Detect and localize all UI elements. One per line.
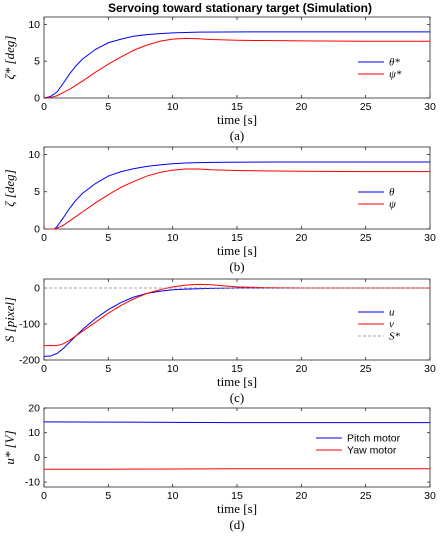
legend-label: θ [389, 187, 395, 199]
legend-label: ψ* [389, 69, 402, 81]
y-tick-label: 0 [34, 224, 40, 236]
y-axis-label: S [pixel] [2, 297, 17, 342]
x-tick-label: 0 [41, 363, 47, 375]
plot-area [43, 407, 431, 488]
y-tick-label: 10 [28, 149, 40, 161]
x-tick-label: 25 [360, 101, 372, 113]
series-line-1 [44, 283, 430, 347]
x-tick-label: 20 [295, 101, 307, 113]
x-tick-label: 15 [231, 490, 243, 502]
legend-label: v [389, 319, 394, 331]
legend-label: u [389, 307, 395, 319]
y-tick-label: 20 [28, 403, 40, 415]
x-tick-label: 25 [360, 490, 372, 502]
figure-title: Servoing toward stationary target (Simul… [108, 1, 372, 15]
x-axis-label: time [s] [217, 501, 257, 516]
panel-label: (d) [229, 517, 244, 532]
y-tick-label: -100 [19, 319, 40, 331]
legend-label: S* [389, 331, 401, 343]
x-tick-label: 5 [105, 232, 111, 244]
panel-b: 0 5 10 15 20 25 30 0 5 10 θψ time [s](b) ζ [deg] [2, 146, 436, 274]
x-tick-label: 20 [295, 232, 307, 244]
x-tick-label: 10 [167, 232, 179, 244]
x-tick-label: 10 [167, 490, 179, 502]
y-axis-label: ζ* [deg] [2, 36, 17, 80]
y-tick-label: 10 [28, 427, 40, 439]
x-tick-label: 15 [231, 363, 243, 375]
x-axis-label: time [s] [217, 243, 257, 258]
series-line-1 [44, 468, 430, 470]
panel-label: (c) [230, 390, 244, 405]
x-tick-label: 10 [167, 363, 179, 375]
x-tick-label: 30 [424, 363, 436, 375]
y-tick-label: -200 [19, 355, 40, 367]
x-tick-label: 5 [105, 490, 111, 502]
x-tick-label: 5 [105, 101, 111, 113]
legend-label: ψ [389, 199, 396, 211]
series-line-1 [44, 37, 430, 98]
x-tick-label: 10 [167, 101, 179, 113]
y-axis-label: u* [V] [2, 430, 17, 464]
y-tick-label: 5 [34, 56, 40, 68]
y-tick-label: 0 [34, 452, 40, 464]
x-axis-label: time [s] [217, 112, 257, 127]
legend-label: θ* [389, 57, 400, 69]
series-line-0 [44, 31, 430, 98]
plot-area [43, 146, 431, 230]
x-axis-label: time [s] [217, 374, 257, 389]
legend: uvS* [358, 307, 401, 343]
x-tick-label: 15 [231, 101, 243, 113]
legend-label: Pitch motor [347, 433, 401, 445]
series-line-0 [44, 161, 430, 229]
y-tick-label: 10 [28, 19, 40, 31]
y-tick-label: 0 [34, 93, 40, 105]
x-tick-label: 0 [41, 101, 47, 113]
x-tick-label: 0 [41, 490, 47, 502]
x-tick-label: 0 [41, 232, 47, 244]
y-axis-label: ζ [deg] [2, 169, 17, 206]
x-tick-label: 15 [231, 232, 243, 244]
x-tick-label: 20 [295, 490, 307, 502]
x-tick-label: 25 [360, 363, 372, 375]
legend-label: Yaw motor [347, 445, 397, 457]
panel-label: (b) [229, 259, 244, 274]
x-tick-label: 5 [105, 363, 111, 375]
x-tick-label: 20 [295, 363, 307, 375]
x-tick-label: 30 [424, 490, 436, 502]
x-tick-label: 30 [424, 232, 436, 244]
x-tick-label: 30 [424, 101, 436, 113]
plot-area [43, 16, 431, 99]
plot-area [43, 278, 431, 361]
panel-a: 0 5 10 15 20 25 30 0 5 10 θ*ψ* time [s](a) ζ* [deg] [2, 16, 436, 143]
y-tick-label: 5 [34, 186, 40, 198]
legend: θψ [358, 187, 396, 211]
x-tick-label: 25 [360, 232, 372, 244]
legend: θ*ψ* [358, 57, 402, 81]
panel-c: 0 5 10 15 20 25 30 -200 -100 0 uvS* time [s](c) S [p… [2, 278, 436, 405]
series-line-1 [44, 168, 430, 229]
series-line-0 [44, 421, 430, 424]
y-tick-label: 0 [34, 283, 40, 295]
y-tick-label: -10 [25, 477, 40, 489]
panel-label: (a) [230, 128, 244, 143]
